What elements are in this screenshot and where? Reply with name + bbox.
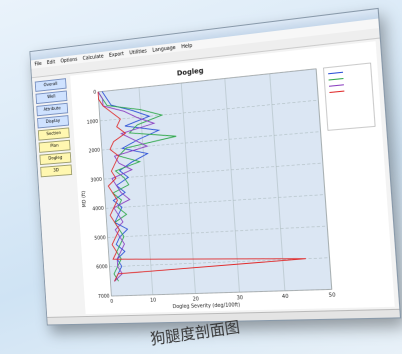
side-button[interactable]: Overall bbox=[34, 78, 67, 92]
side-button[interactable]: Attribute bbox=[36, 102, 69, 117]
x-tick-label: 50 bbox=[329, 292, 336, 299]
side-button[interactable]: Plan bbox=[38, 139, 71, 153]
y-tick-label: 5000 bbox=[94, 235, 106, 242]
x-tick-label: 20 bbox=[193, 296, 200, 302]
legend bbox=[323, 63, 375, 130]
chart-title: Dogleg bbox=[177, 66, 204, 77]
chart: Dogleg Dogleg Severity (deg/100ft) MD (f… bbox=[70, 41, 395, 315]
y-axis-label: MD (ft) bbox=[81, 190, 88, 207]
side-button[interactable]: Well bbox=[35, 90, 68, 105]
menu-item[interactable]: File bbox=[34, 60, 42, 68]
y-tick-label: 0 bbox=[93, 90, 96, 96]
y-tick-label: 1000 bbox=[87, 119, 99, 126]
x-tick-label: 0 bbox=[110, 299, 113, 305]
y-tick-label: 3000 bbox=[90, 177, 102, 184]
x-tick-label: 30 bbox=[236, 295, 243, 302]
side-panel: Overall Well Attribute Display Section Plan Do… bbox=[34, 78, 73, 179]
x-axis-label: Dogleg Severity (deg/100ft) bbox=[172, 302, 240, 310]
x-tick-label: 40 bbox=[282, 294, 289, 301]
side-button[interactable]: Dogleg bbox=[39, 152, 72, 166]
y-tick-label: 6000 bbox=[96, 264, 108, 271]
y-tick-label: 7000 bbox=[98, 294, 110, 300]
menu-item[interactable]: Help bbox=[181, 42, 193, 50]
side-button[interactable]: Section bbox=[37, 127, 70, 141]
side-button[interactable]: 3D bbox=[40, 164, 73, 178]
app-window: File Edit Options Calculate Export Utilities L… bbox=[29, 7, 402, 326]
y-tick-label: 4000 bbox=[92, 206, 104, 213]
plot-area bbox=[98, 69, 332, 296]
menu-item[interactable]: Edit bbox=[46, 58, 56, 66]
side-button[interactable]: Display bbox=[37, 115, 69, 129]
x-tick-label: 10 bbox=[150, 297, 156, 303]
y-tick-label: 2000 bbox=[89, 148, 101, 155]
